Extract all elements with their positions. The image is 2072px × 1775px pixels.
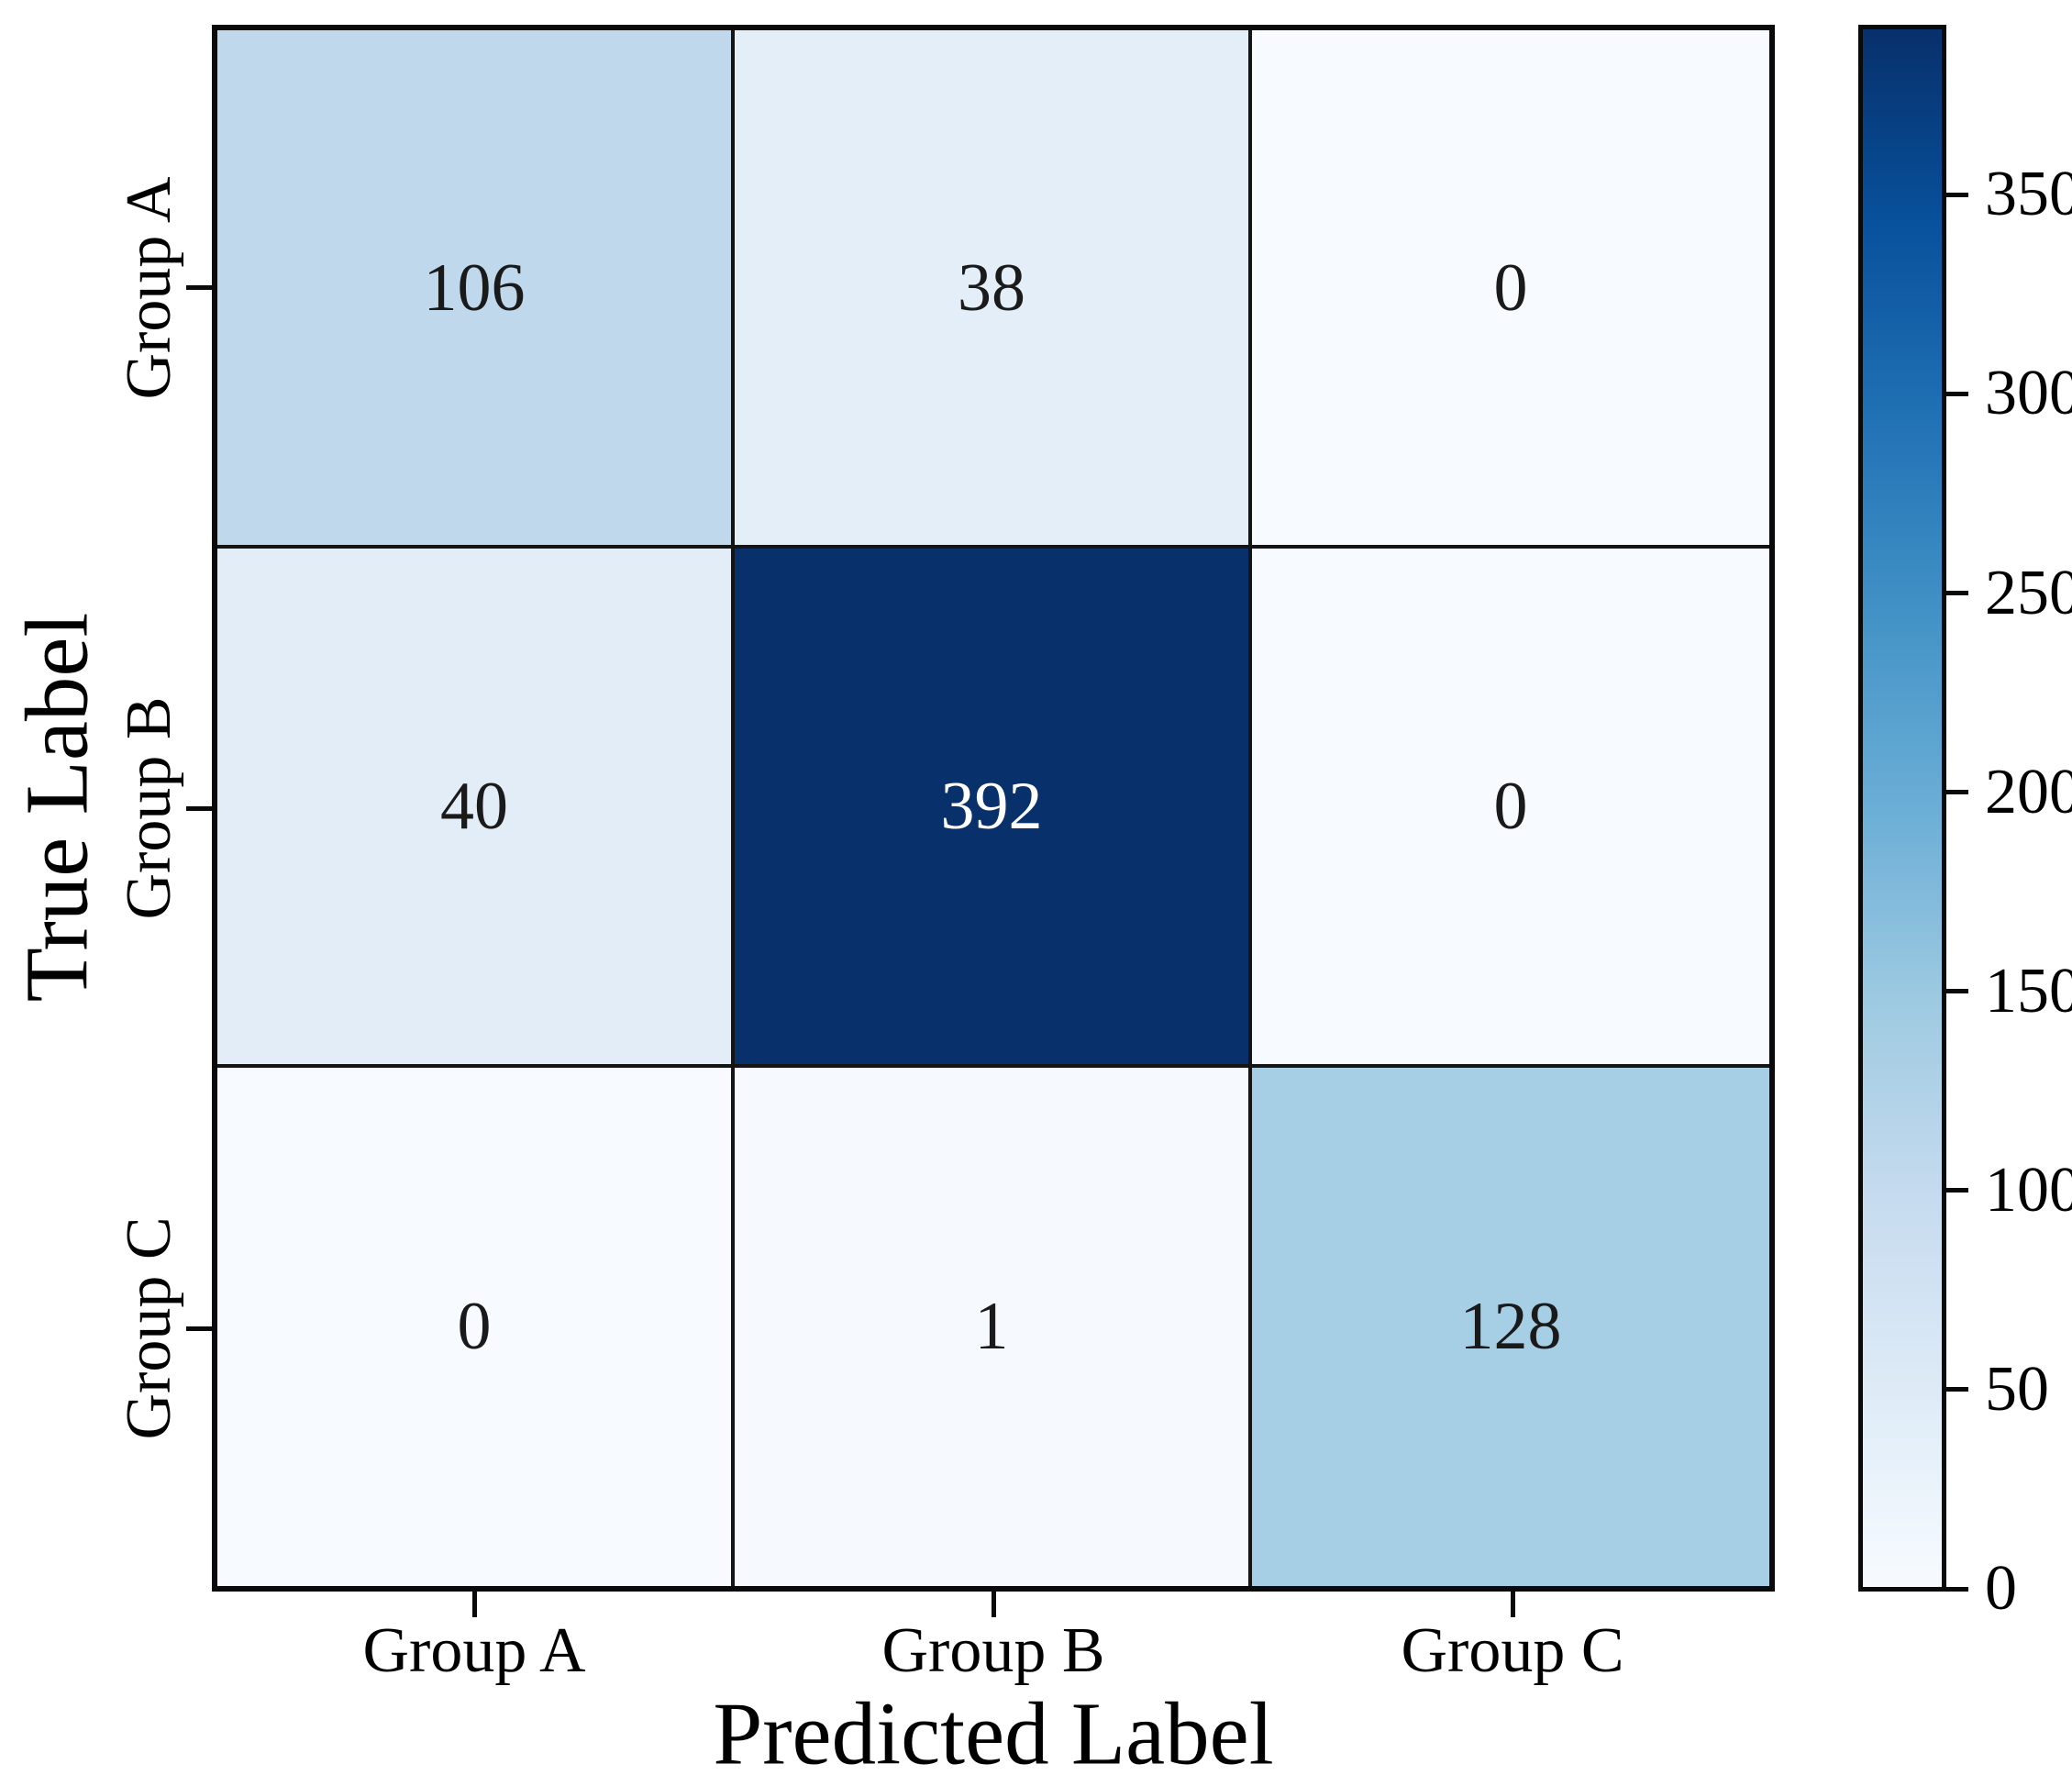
colorbar-tick-label: 100	[1985, 1154, 2072, 1226]
heatmap-cell-r0c1: 38	[735, 30, 1252, 549]
colorbar	[1858, 25, 1946, 1592]
cell-value: 40	[440, 768, 508, 844]
heatmap-cell-r2c2: 128	[1252, 1067, 1769, 1586]
y-axis-tick	[186, 805, 212, 811]
x-tick-label-group-c: Group C	[1401, 1615, 1624, 1686]
cell-value: 0	[457, 1289, 492, 1365]
colorbar-tick	[1945, 1586, 1968, 1592]
cell-value: 1	[974, 1289, 1009, 1365]
colorbar-tick-label: 0	[1985, 1553, 2017, 1624]
cell-value: 392	[940, 768, 1043, 844]
heatmap-cell-r1c0: 40	[217, 549, 735, 1068]
colorbar-tick	[1945, 1188, 1968, 1193]
colorbar-tick	[1945, 790, 1968, 795]
colorbar-tick-label: 50	[1985, 1353, 2049, 1425]
cell-value: 0	[1493, 768, 1528, 844]
y-axis-title: True Label	[7, 612, 106, 1003]
colorbar-tick-label: 150	[1985, 955, 2072, 1026]
y-tick-label-group-b: Group B	[114, 696, 184, 920]
heatmap-cell-r0c2: 0	[1252, 30, 1769, 549]
colorbar-tick	[1945, 591, 1968, 596]
y-tick-label-group-c: Group C	[114, 1216, 184, 1440]
cell-value: 0	[1493, 250, 1528, 326]
colorbar-tick-label: 200	[1985, 756, 2072, 827]
colorbar-tick-label: 300	[1985, 358, 2072, 429]
x-axis-tick	[471, 1592, 477, 1617]
x-axis-title: Predicted Label	[713, 1684, 1274, 1775]
cell-value: 106	[423, 250, 526, 326]
x-axis-tick	[1510, 1592, 1515, 1617]
colorbar-tick	[1945, 1387, 1968, 1392]
cell-value: 128	[1459, 1289, 1562, 1365]
heatmap-cell-r0c0: 106	[217, 30, 735, 549]
colorbar-tick-label: 350	[1985, 159, 2072, 230]
x-axis-tick	[991, 1592, 996, 1617]
colorbar-tick	[1945, 989, 1968, 994]
colorbar-tick	[1945, 391, 1968, 396]
y-tick-label-group-a: Group A	[114, 176, 184, 400]
heatmap-grid: 106 38 0 40 392 0 0 1 128	[212, 25, 1775, 1592]
heatmap-cell-r2c0: 0	[217, 1067, 735, 1586]
heatmap-cell-r1c2: 0	[1252, 549, 1769, 1068]
y-axis-tick	[186, 285, 212, 291]
x-tick-label-group-a: Group A	[362, 1615, 586, 1686]
colorbar-tick-label: 250	[1985, 557, 2072, 628]
y-axis-tick	[186, 1326, 212, 1331]
cell-value: 38	[958, 250, 1025, 326]
heatmap-cell-r1c1: 392	[735, 549, 1252, 1068]
colorbar-tick	[1945, 192, 1968, 197]
x-tick-label-group-b: Group B	[881, 1615, 1105, 1686]
heatmap-cell-r2c1: 1	[735, 1067, 1252, 1586]
